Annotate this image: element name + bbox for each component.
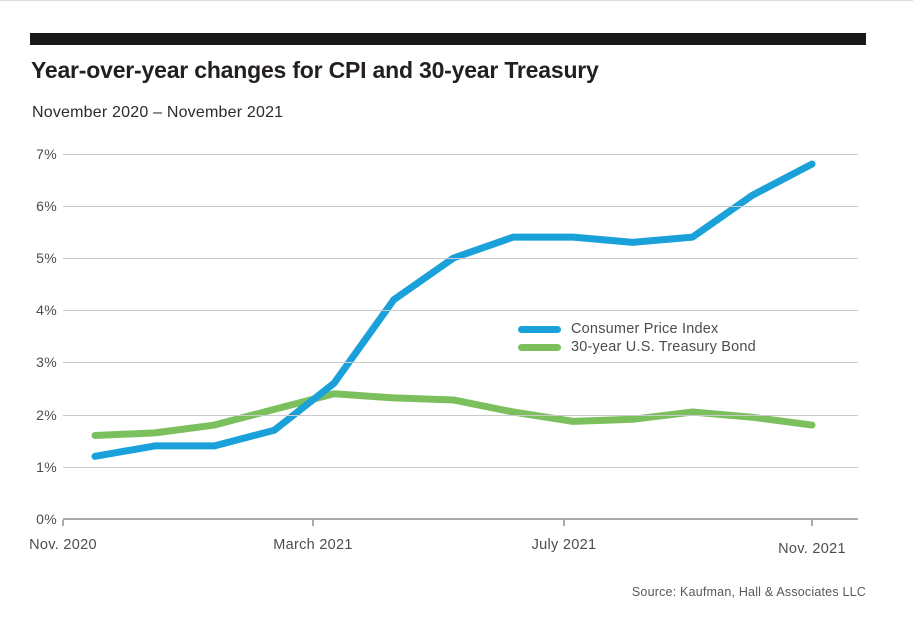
gridline-4% <box>63 310 858 312</box>
legend-label: 30-year U.S. Treasury Bond <box>571 339 756 355</box>
x-axis-label: Nov. 2021 <box>778 541 846 557</box>
x-axis-tick <box>811 520 813 526</box>
legend-item: Consumer Price Index <box>518 320 756 338</box>
top-rule-bar <box>30 33 866 45</box>
gridline-7% <box>63 153 858 155</box>
gridline-3% <box>63 362 858 364</box>
x-axis-label: Nov. 2020 <box>29 537 97 553</box>
y-axis-label: 7% <box>36 145 57 162</box>
y-axis-label: 2% <box>36 406 57 423</box>
x-axis-tick <box>563 520 565 526</box>
x-axis-label: July 2021 <box>531 537 597 553</box>
30-year-u-s-treasury-bond-line <box>91 390 816 439</box>
x-axis-tick <box>62 520 64 526</box>
x-axis-label: March 2021 <box>273 537 353 553</box>
gridline-1% <box>63 466 858 468</box>
gridline-5% <box>63 258 858 259</box>
y-axis-label: 5% <box>36 250 57 266</box>
chart-title: Year-over-year changes for CPI and 30-ye… <box>31 57 599 83</box>
chart-legend: Consumer Price Index 30-year U.S. Treasur… <box>518 320 756 356</box>
y-axis-label: 0% <box>36 511 57 527</box>
x-axis-tick <box>312 520 314 526</box>
source-note: Source: Kaufman, Hall & Associates LLC <box>631 585 866 599</box>
y-axis-label: 3% <box>36 354 57 371</box>
gridline-2% <box>63 414 858 416</box>
legend-swatch-icon <box>518 343 561 351</box>
y-axis-label: 4% <box>36 302 57 319</box>
y-axis-label: 1% <box>36 458 57 475</box>
legend-item: 30-year U.S. Treasury Bond <box>518 338 756 356</box>
x-axis-line <box>63 518 858 520</box>
legend-label: Consumer Price Index <box>571 321 719 337</box>
chart-subtitle: November 2020 – November 2021 <box>32 104 284 121</box>
legend-swatch-icon <box>518 325 561 333</box>
y-axis-label: 6% <box>36 197 57 214</box>
gridline-6% <box>63 205 858 207</box>
